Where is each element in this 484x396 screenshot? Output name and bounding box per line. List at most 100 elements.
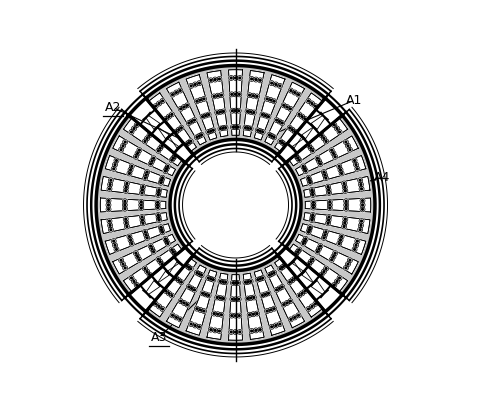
Circle shape (246, 93, 252, 98)
Circle shape (358, 219, 363, 224)
Circle shape (310, 205, 315, 210)
Polygon shape (105, 224, 170, 255)
Circle shape (291, 129, 292, 131)
Circle shape (358, 223, 363, 228)
Circle shape (216, 95, 218, 97)
Circle shape (289, 89, 291, 91)
Circle shape (193, 119, 195, 121)
Circle shape (237, 76, 242, 80)
Circle shape (146, 171, 148, 173)
Circle shape (332, 152, 333, 154)
Circle shape (287, 88, 293, 93)
Circle shape (163, 169, 167, 173)
Circle shape (296, 157, 298, 159)
Circle shape (333, 124, 334, 126)
Text: A2: A2 (105, 101, 121, 114)
Circle shape (318, 133, 323, 138)
Circle shape (156, 218, 161, 223)
Circle shape (231, 126, 233, 128)
Circle shape (312, 207, 314, 209)
Circle shape (234, 315, 236, 316)
Circle shape (339, 169, 341, 171)
Circle shape (323, 176, 328, 181)
Circle shape (152, 157, 154, 159)
Circle shape (169, 112, 174, 117)
Circle shape (190, 121, 192, 122)
Circle shape (343, 265, 348, 270)
Circle shape (127, 171, 132, 176)
Circle shape (314, 156, 319, 161)
Circle shape (157, 192, 159, 193)
Circle shape (158, 225, 163, 230)
Circle shape (122, 265, 127, 270)
Circle shape (161, 145, 163, 147)
Circle shape (244, 282, 246, 283)
Circle shape (310, 200, 315, 205)
Circle shape (342, 217, 347, 221)
Circle shape (351, 158, 356, 163)
Circle shape (158, 180, 163, 185)
Circle shape (328, 204, 330, 206)
Circle shape (332, 256, 333, 257)
Circle shape (170, 156, 175, 161)
Circle shape (140, 204, 142, 206)
Circle shape (230, 280, 235, 286)
Circle shape (199, 309, 201, 311)
Circle shape (170, 159, 172, 161)
Circle shape (159, 147, 161, 149)
Circle shape (281, 142, 283, 144)
Circle shape (284, 301, 289, 305)
Circle shape (109, 184, 111, 185)
Circle shape (333, 252, 335, 254)
Circle shape (324, 177, 326, 179)
Circle shape (237, 329, 242, 335)
Circle shape (281, 263, 287, 268)
Circle shape (158, 189, 160, 191)
Circle shape (120, 259, 122, 261)
Polygon shape (149, 259, 196, 317)
Circle shape (194, 325, 196, 326)
Circle shape (268, 134, 270, 136)
Circle shape (345, 262, 350, 267)
Circle shape (160, 230, 165, 235)
Circle shape (133, 154, 138, 159)
Circle shape (269, 133, 274, 139)
Circle shape (192, 287, 197, 292)
Circle shape (274, 325, 276, 326)
Circle shape (140, 184, 145, 189)
Circle shape (262, 292, 267, 297)
Circle shape (164, 170, 166, 172)
Circle shape (310, 257, 315, 262)
Circle shape (357, 227, 362, 232)
Polygon shape (228, 274, 242, 340)
Circle shape (149, 158, 154, 164)
Circle shape (255, 79, 257, 80)
Circle shape (157, 214, 159, 216)
Circle shape (264, 115, 266, 116)
Circle shape (108, 188, 110, 190)
Circle shape (250, 312, 255, 317)
Circle shape (271, 270, 276, 275)
Circle shape (344, 267, 346, 269)
Circle shape (218, 330, 220, 332)
Circle shape (337, 238, 342, 243)
Circle shape (277, 139, 282, 144)
Circle shape (249, 297, 251, 299)
Circle shape (279, 120, 284, 126)
Circle shape (333, 156, 335, 158)
Circle shape (122, 202, 127, 208)
Polygon shape (207, 273, 227, 339)
Circle shape (166, 291, 171, 296)
Circle shape (219, 312, 224, 317)
Circle shape (128, 173, 130, 174)
Circle shape (336, 164, 341, 169)
Circle shape (199, 272, 204, 278)
Circle shape (153, 301, 158, 306)
Circle shape (220, 94, 222, 96)
Circle shape (197, 324, 201, 329)
Polygon shape (295, 234, 358, 274)
Circle shape (333, 284, 334, 286)
Circle shape (146, 271, 148, 272)
Circle shape (156, 304, 161, 309)
Circle shape (358, 187, 363, 191)
